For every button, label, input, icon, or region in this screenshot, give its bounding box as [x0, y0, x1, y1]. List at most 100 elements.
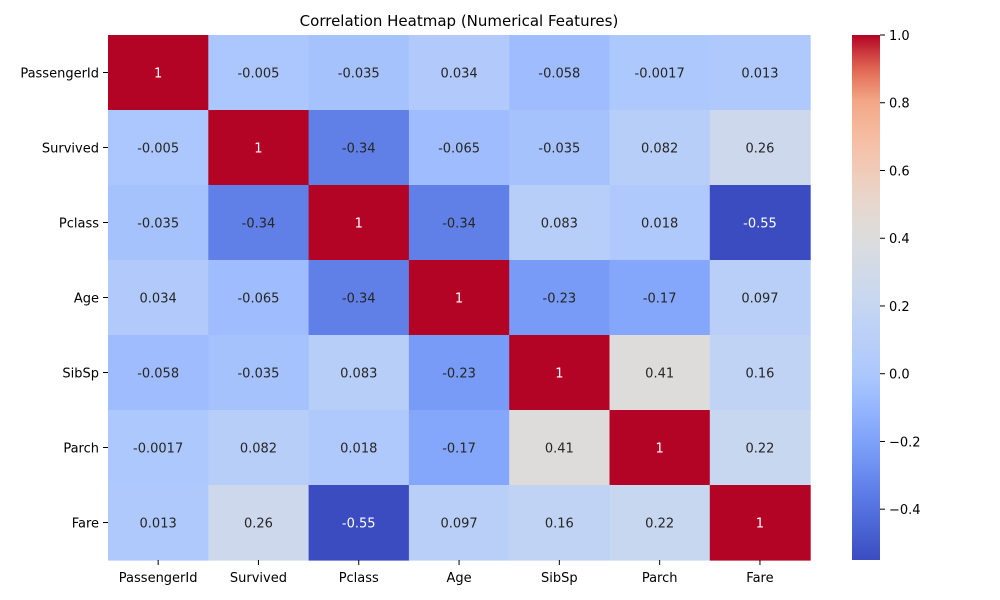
colorbar-tick-label: 1.0 — [889, 29, 910, 44]
colorbar — [852, 35, 880, 560]
cell-value-label: -0.55 — [342, 517, 376, 532]
heatmap-cell — [308, 335, 410, 411]
cell-value-label: -0.065 — [438, 142, 480, 157]
cell-value-label: 1 — [756, 517, 764, 532]
cell-value-label: 0.16 — [545, 517, 574, 532]
cell-value-label: 0.22 — [745, 442, 774, 457]
heatmap-cell — [308, 185, 410, 261]
heatmap-cell — [609, 335, 711, 411]
cell-value-label: 1 — [355, 217, 363, 232]
heatmap-cell — [609, 35, 711, 111]
y-tick-label: PassengerId — [20, 67, 99, 82]
cell-value-label: 0.083 — [541, 217, 578, 232]
heatmap-cell — [609, 110, 711, 186]
cell-value-label: -0.005 — [237, 67, 279, 82]
cell-value-label: 0.083 — [340, 367, 377, 382]
heatmap-cell — [709, 185, 811, 261]
cell-value-label: -0.23 — [543, 292, 577, 307]
chart-title: Correlation Heatmap (Numerical Features) — [300, 12, 619, 30]
heatmap-cell — [108, 410, 209, 486]
heatmap-cell — [609, 260, 711, 336]
heatmap-cell — [609, 185, 711, 261]
cell-value-label: 1 — [254, 142, 262, 157]
cell-value-label: -0.34 — [442, 217, 476, 232]
cell-value-label: -0.035 — [137, 217, 179, 232]
cell-value-label: -0.0017 — [635, 67, 685, 82]
colorbar-tick-label: −0.2 — [889, 435, 921, 450]
colorbar-tick-label: 0.6 — [889, 164, 910, 179]
heatmap-cell — [208, 185, 310, 261]
x-tick-label: Pclass — [339, 571, 379, 586]
cell-value-label: -0.065 — [237, 292, 279, 307]
heatmap-cell — [408, 485, 510, 561]
heatmap-cell — [108, 110, 209, 186]
heatmap-cell — [108, 260, 209, 336]
cell-value-label: -0.035 — [338, 67, 380, 82]
y-axis: PassengerId Survived Pclass Age SibSp Parch Fa… — [20, 67, 108, 532]
cell-value-label: -0.23 — [442, 367, 476, 382]
cell-value-label: 0.097 — [440, 517, 477, 532]
heatmap-cell — [108, 485, 209, 561]
heatmap-cell — [509, 110, 611, 186]
x-axis: PassengerId Survived Pclass Age SibSp Parch Fa… — [119, 560, 774, 586]
heatmap-cell — [509, 260, 611, 336]
cell-value-label: 0.013 — [741, 67, 778, 82]
x-tick-label: Age — [446, 571, 471, 586]
heatmap-cell — [208, 260, 310, 336]
cell-value-label: -0.17 — [442, 442, 476, 457]
heatmap-cell — [509, 410, 611, 486]
colorbar-tick-label: 0.2 — [889, 300, 910, 315]
heatmap-cell — [709, 35, 811, 111]
x-tick-label: Survived — [230, 571, 287, 586]
y-tick-label: Pclass — [59, 217, 99, 232]
heatmap-cell — [408, 35, 510, 111]
cell-value-label: -0.34 — [342, 292, 376, 307]
heatmap-cell — [509, 485, 611, 561]
colorbar-tick-label: 0.4 — [889, 232, 910, 247]
x-tick-label: PassengerId — [119, 571, 198, 586]
heatmap-cell — [408, 110, 510, 186]
y-tick-label: Parch — [63, 442, 99, 457]
cell-value-label: 0.018 — [340, 442, 377, 457]
cell-value-label: 1 — [455, 292, 463, 307]
heatmap-cell — [408, 185, 510, 261]
heatmap-cell — [509, 335, 611, 411]
heatmap-cell — [709, 410, 811, 486]
cell-value-label: 0.034 — [140, 292, 177, 307]
cell-value-label: 0.16 — [745, 367, 774, 382]
heatmap-cell — [408, 260, 510, 336]
y-tick-label: SibSp — [62, 367, 99, 382]
cell-value-label: -0.55 — [743, 217, 777, 232]
heatmap-cell — [108, 335, 209, 411]
cell-value-label: 0.26 — [745, 142, 774, 157]
heatmap-cell — [408, 335, 510, 411]
colorbar-tick-label: 0.8 — [889, 97, 910, 112]
cell-value-label: 1 — [656, 442, 664, 457]
cell-value-label: 0.41 — [545, 442, 574, 457]
colorbar-tick-label: −0.4 — [889, 503, 921, 518]
heatmap-cell — [208, 335, 310, 411]
cell-value-label: 0.22 — [645, 517, 674, 532]
x-tick-label: Fare — [746, 571, 773, 586]
heatmap-cell — [108, 185, 209, 261]
heatmap-cells: 1 -0.005 -0.035 0.034 -0.058 -0.0017 0.013 -0.0… — [108, 35, 811, 561]
y-tick-label: Survived — [42, 142, 99, 157]
heatmap-cell — [208, 35, 310, 111]
colorbar-tick-label: 0.0 — [889, 368, 910, 383]
heatmap-cell — [609, 410, 711, 486]
cell-value-label: 1 — [154, 67, 162, 82]
cell-value-label: 1 — [555, 367, 563, 382]
cell-value-label: 0.082 — [240, 442, 277, 457]
heatmap-cell — [509, 35, 611, 111]
heatmap-cell — [208, 110, 310, 186]
heatmap-cell — [308, 485, 410, 561]
heatmap-cell — [308, 260, 410, 336]
heatmap-cell — [308, 110, 410, 186]
cell-value-label: -0.34 — [242, 217, 276, 232]
cell-value-label: 0.097 — [741, 292, 778, 307]
cell-value-label: -0.058 — [137, 367, 179, 382]
heatmap-cell — [709, 110, 811, 186]
heatmap-cell — [408, 410, 510, 486]
y-tick-label: Age — [74, 292, 99, 307]
